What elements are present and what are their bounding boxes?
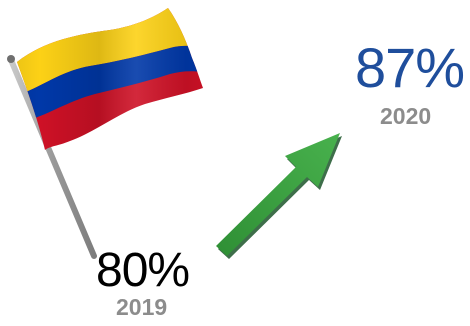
value-2019-label: 80%: [96, 244, 190, 297]
year-2020-label: 2020: [380, 103, 432, 129]
year-2019-label: 2019: [116, 294, 168, 320]
growth-arrow-icon: [216, 133, 342, 259]
value-2020-label: 87%: [355, 36, 465, 99]
colombia-flag-icon: [17, 8, 203, 150]
flag-pole: [7, 55, 97, 259]
